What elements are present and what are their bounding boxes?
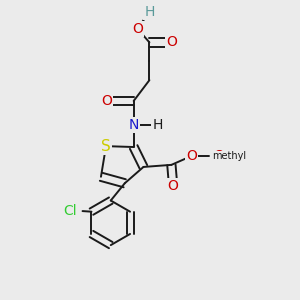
Text: H: H bbox=[144, 5, 154, 19]
Text: H: H bbox=[152, 118, 163, 132]
Text: O: O bbox=[132, 22, 143, 36]
Text: O: O bbox=[168, 179, 178, 193]
Text: O: O bbox=[166, 35, 177, 50]
Text: N: N bbox=[128, 118, 139, 132]
Text: S: S bbox=[101, 139, 111, 154]
Text: O: O bbox=[186, 149, 197, 163]
Text: Cl: Cl bbox=[63, 204, 76, 218]
Text: O: O bbox=[213, 149, 224, 163]
Text: methyl: methyl bbox=[212, 151, 246, 161]
Text: O: O bbox=[101, 94, 112, 108]
